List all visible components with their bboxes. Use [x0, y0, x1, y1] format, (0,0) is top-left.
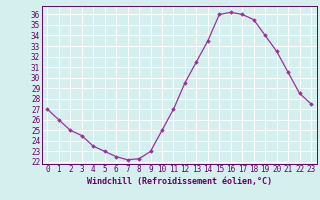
X-axis label: Windchill (Refroidissement éolien,°C): Windchill (Refroidissement éolien,°C) [87, 177, 272, 186]
